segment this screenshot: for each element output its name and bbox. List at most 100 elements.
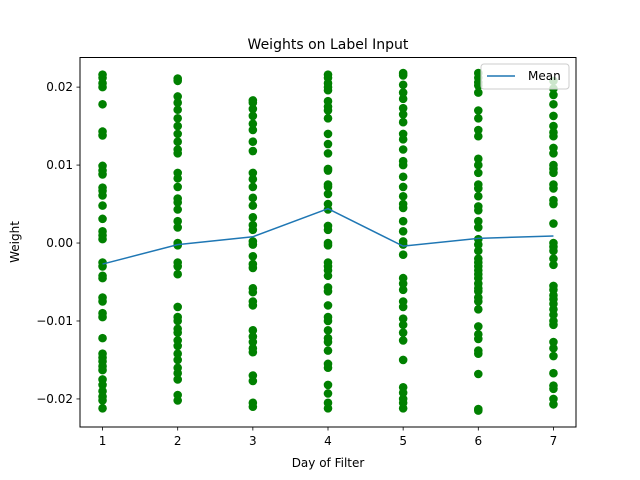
scatter-point <box>173 269 182 279</box>
scatter-point <box>323 271 333 281</box>
scatter-point <box>474 334 483 344</box>
scatter-point <box>173 114 182 123</box>
scatter-point <box>98 273 107 283</box>
scatter-point <box>173 174 182 183</box>
scatter-point <box>398 191 408 201</box>
scatter-point <box>549 90 558 100</box>
x-tick-label: 7 <box>550 434 558 448</box>
scatter-point <box>248 251 258 261</box>
scatter-point <box>474 88 483 97</box>
scatter-point <box>248 301 258 310</box>
x-tick-label: 3 <box>249 434 257 448</box>
scatter-point <box>323 129 333 139</box>
mean-line-group <box>102 207 554 265</box>
scatter-point <box>398 110 408 119</box>
scatter-point <box>474 240 483 249</box>
scatter-point <box>549 368 558 378</box>
scatter-point <box>323 225 333 235</box>
x-tick-label: 2 <box>174 434 182 448</box>
scatter-point <box>323 346 333 355</box>
scatter-point <box>248 240 258 249</box>
scatter-point <box>474 304 483 314</box>
scatter-point <box>173 341 182 351</box>
scatter-point <box>398 216 408 226</box>
scatter-point <box>398 388 408 398</box>
scatter-point <box>173 182 182 192</box>
scatter-point <box>98 201 107 210</box>
scatter-point <box>323 139 333 149</box>
mean-line <box>102 207 554 265</box>
scatter-point <box>173 368 182 378</box>
legend-box <box>480 63 570 90</box>
scatter-point <box>98 297 107 306</box>
scatter-point <box>173 216 182 226</box>
x-tick-label: 1 <box>99 434 107 448</box>
scatter-point <box>398 336 408 345</box>
scatter-point <box>98 365 107 375</box>
scatter-point <box>248 287 258 297</box>
scatter-point <box>474 168 483 178</box>
scatter-point <box>398 172 408 182</box>
scatter-point <box>549 131 558 141</box>
scatter-point <box>173 129 182 139</box>
scatter-point <box>248 347 258 357</box>
scatter-point <box>248 137 258 146</box>
scatter-point <box>549 343 558 353</box>
scatter-point <box>474 349 483 359</box>
scatter-point <box>323 380 333 390</box>
axis-ticks: 1 2 3 4 5 6 7 −0.02 −0.01 0.00 0.01 0.02 <box>36 80 557 448</box>
scatter-point <box>398 80 408 90</box>
scatter-point <box>248 146 258 156</box>
scatter-point <box>173 98 182 108</box>
scatter-point <box>98 312 107 322</box>
scatter-point <box>398 71 408 80</box>
scatter-point <box>549 310 558 320</box>
scatter-point <box>248 193 258 203</box>
scatter-point <box>323 149 333 158</box>
scatter-point <box>474 125 483 135</box>
scatter-point <box>549 199 558 209</box>
scatter-point <box>323 182 333 192</box>
x-tick-label: 4 <box>324 434 332 448</box>
scatter-point <box>173 262 182 271</box>
scatter-point <box>474 114 483 123</box>
scatter-point <box>398 135 408 144</box>
scatter-point <box>248 213 258 222</box>
scatter-point <box>98 131 107 140</box>
scatter-point <box>474 81 483 90</box>
scatter-point <box>173 328 182 337</box>
scatter-point <box>549 121 558 131</box>
scatter-point <box>173 105 182 115</box>
y-tick-label: −0.02 <box>36 392 73 406</box>
scatter-point <box>549 351 558 361</box>
scatter-point <box>98 82 107 92</box>
scatter-point <box>323 316 333 326</box>
scatter-point <box>323 337 333 347</box>
scatter-point <box>549 254 558 263</box>
scatter-point <box>549 337 558 347</box>
scatter-point <box>398 227 408 236</box>
scatter-point <box>323 189 333 199</box>
x-tick-label: 6 <box>474 434 482 448</box>
scatter-point <box>474 287 483 296</box>
scatter-point <box>474 246 483 256</box>
scatter-point <box>173 198 182 207</box>
scatter-point <box>474 205 483 215</box>
scatter-point <box>248 168 258 178</box>
scatter-point <box>173 223 182 232</box>
scatter-point <box>474 191 483 201</box>
scatter-point <box>248 104 258 114</box>
scatter-point <box>98 380 107 390</box>
scatter-point <box>549 184 558 193</box>
scatter-point <box>323 403 333 413</box>
scatter-point <box>98 170 107 179</box>
scatter-points <box>98 68 558 415</box>
scatter-point <box>248 174 258 184</box>
scatter-point <box>323 363 333 373</box>
scatter-point <box>248 225 258 235</box>
scatter-point <box>398 250 408 260</box>
scatter-point <box>474 184 483 193</box>
x-tick-label: 5 <box>399 434 407 448</box>
scatter-point <box>98 191 107 200</box>
